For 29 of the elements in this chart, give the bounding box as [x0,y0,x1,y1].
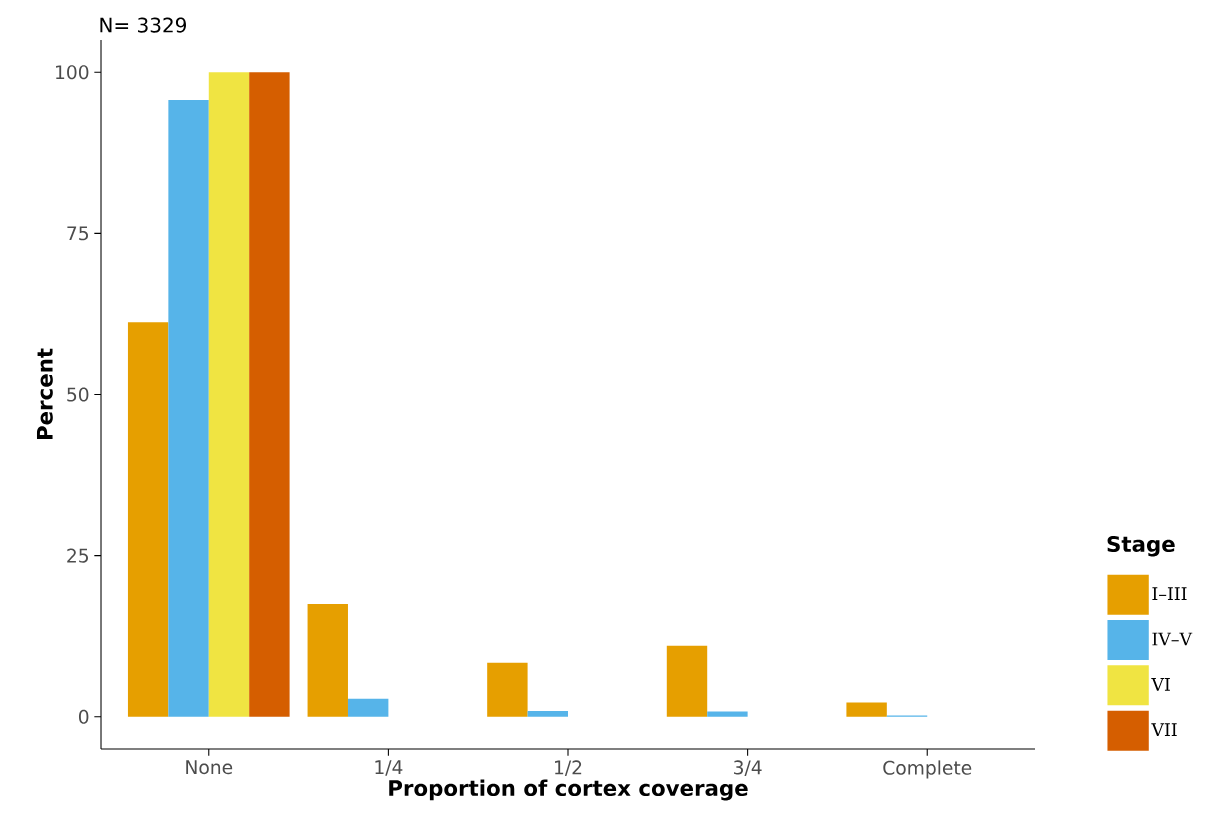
y-tick-label: 50 [67,387,89,402]
bar [127,322,169,717]
bar [347,698,389,717]
bar [487,662,528,717]
x-axis-title: Proportion of cortex coverage [389,779,748,801]
bar [527,710,569,717]
legend-label: VII [1151,723,1177,736]
legend-label: IV–V [1152,632,1193,646]
bar [307,603,348,717]
x-tick-label: None [186,760,233,775]
y-tick-label: 0 [78,709,89,724]
legend-label: VI [1151,678,1170,691]
x-tick-label: 1/2 [555,760,582,776]
text: N= 3329 [100,17,186,33]
legend-label: I–III [1152,587,1187,600]
legend-title: Stage [1107,535,1175,557]
bar [249,72,290,717]
bar [168,99,209,717]
y-tick-label: 25 [67,548,88,563]
y-axis-title: Percent [36,348,53,440]
bar [208,72,250,717]
bar [846,702,887,717]
x-tick-label: 3/4 [734,760,762,776]
y-tick-label: 100 [56,65,89,80]
x-tick-label: Complete [883,760,972,779]
x-tick-label: 1/4 [375,760,403,776]
bar [666,645,708,717]
y-tick-label: 75 [67,226,88,241]
bar [707,711,748,717]
